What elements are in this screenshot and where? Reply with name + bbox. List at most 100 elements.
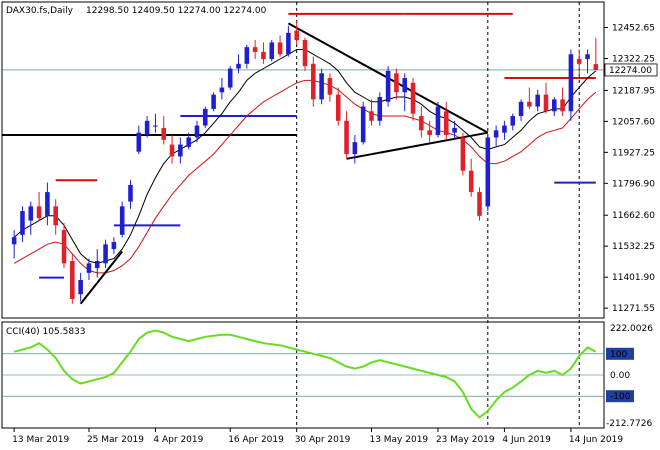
x-tick-label: 4 Jun 2019 [502,435,551,445]
candle-body [385,70,391,102]
candle-body [144,120,150,136]
candle-body [410,82,416,114]
candle-body [360,106,366,143]
ohlc-readout: 12298.50 12409.50 12274.00 12274.00 [86,6,267,16]
candle-body [502,125,507,133]
candle-body [136,132,142,152]
candle-body [352,142,358,155]
candle-body [219,87,225,93]
cci-top-label: 222.0026 [610,324,653,334]
candle-body [11,237,17,245]
candle-body [128,184,133,202]
current-price-tag [604,63,658,77]
slow-moving-average-line [13,79,597,274]
x-tick-label: 13 May 2019 [369,435,428,445]
y-tick-label: 12187.95 [612,86,655,96]
y-tick-label: 11662.60 [612,211,655,221]
candle-body [552,99,557,112]
x-tick-label: 25 Mar 2019 [87,435,144,445]
y-tick-label: 11927.25 [612,148,655,158]
candle-body [94,260,100,269]
candle-body [335,94,341,121]
y-tick-label: 12057.60 [612,117,655,127]
y-tick-label: 12452.65 [612,24,655,34]
candle-body [311,63,316,100]
candle-body [543,94,549,112]
candle-body [452,127,457,133]
x-tick-label: 4 Apr 2019 [153,435,203,445]
candle-body [103,244,108,264]
date-axis: 13 Mar 2019 25 Mar 2019 4 Apr 2019 16 Apr 2… [12,428,623,445]
trendline [79,250,123,305]
candle-body [585,54,590,60]
candle-body [277,42,283,55]
cci-level-tag [606,369,634,381]
candle-body [535,94,540,107]
x-tick-label: 14 Jun 2019 [569,435,623,445]
candle-body [53,206,58,226]
cci-level-tag [606,390,634,403]
candle-body [194,125,200,138]
candle-body [111,241,117,250]
candle-body [369,111,374,121]
candle-body [236,63,241,69]
price-panel: 12452.65 12322.25 12187.95 12057.60 11927.25… [1,1,658,428]
y-tick-label: 11796.90 [612,179,655,189]
candle-body [593,64,599,70]
candle-body [518,101,524,117]
candle-body [261,51,266,60]
symbol-label: DAX30.fs,Daily [6,6,74,16]
candle-body [402,78,408,93]
candle-body [468,170,474,193]
candle-body [344,120,349,155]
candle-body [560,99,565,112]
candle-body [493,130,499,138]
candle-body [477,192,482,216]
cci-label: CCI(40) 105.5833 [6,327,86,337]
cci-line [13,329,597,419]
candle-body [435,106,441,136]
price-panel-frame [1,1,605,319]
candle-body [427,130,432,136]
candle-body [286,32,291,55]
cci-bottom-label: -212.7726 [606,419,652,429]
cci-level-label: 100 [610,350,627,360]
candle-body [227,68,233,88]
candle-body [211,94,216,109]
candle-body [302,40,308,67]
candle-body [269,42,275,60]
candle-body [169,144,175,157]
cci-level-label: -100 [610,392,631,402]
candle-body [485,137,491,207]
candle-body [178,144,183,157]
candle-body [202,108,208,126]
y-tick-label: 11532.25 [612,242,655,252]
current-price-label: 12274.00 [609,66,652,76]
cci-panel: 100 0.00 -100 222.0026 -212.7726 [1,321,653,429]
candle-body [70,260,75,299]
candle-body [61,230,67,264]
candle-body [377,97,383,121]
candle-body [28,206,34,221]
cci-level-tag [606,347,634,360]
y-tick-label: 12322.25 [612,54,655,64]
x-tick-label: 13 Mar 2019 [12,435,69,445]
candle-body [443,111,449,136]
candle-body [252,47,258,52]
y-tick-label: 11401.90 [612,273,655,283]
candle-body [294,30,299,41]
candle-body [568,54,574,112]
candle-body [78,279,83,295]
candle-body [161,127,167,140]
candle-body [186,137,191,147]
candle-body [327,78,333,95]
candle-body [45,192,50,216]
candle-body [153,125,158,127]
candle-body [119,206,125,235]
y-tick-label: 11271.55 [612,304,655,314]
candle-body [460,137,466,171]
candle-body [394,73,399,93]
x-tick-label: 16 Apr 2019 [228,435,284,445]
candle-body [244,47,250,64]
